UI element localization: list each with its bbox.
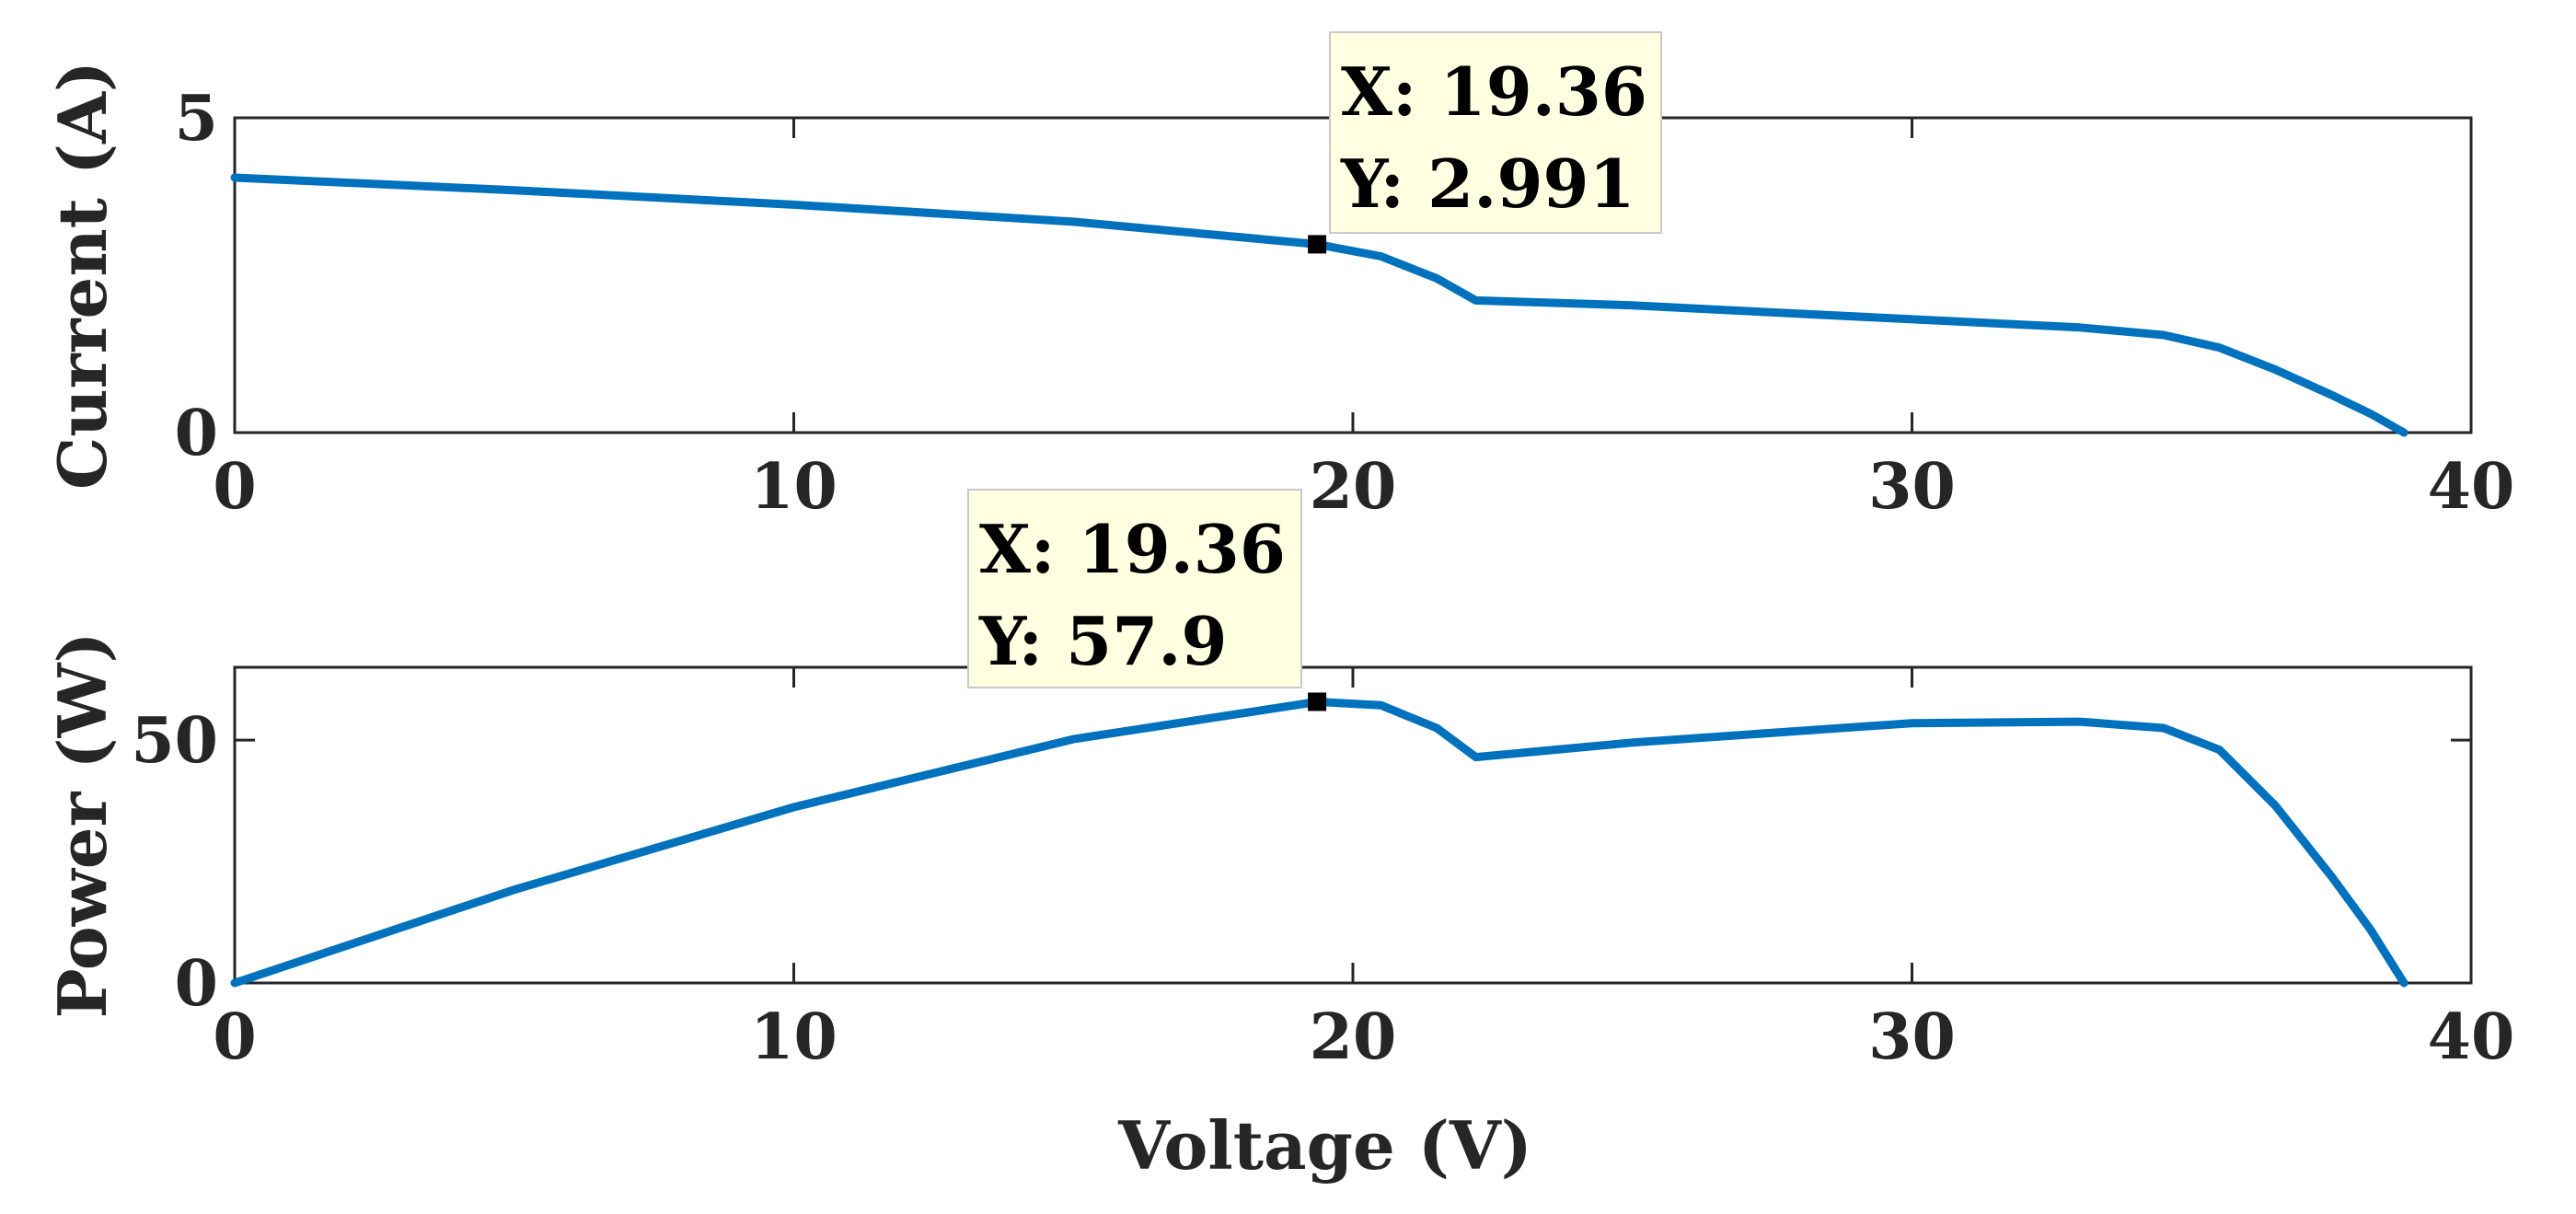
datatip-x-label: X: 19.36 (979, 510, 1286, 588)
datatip-box[interactable] (1329, 31, 1662, 234)
y-axis-label: Current (A) (43, 61, 121, 490)
x-tick-label: 20 (1310, 1000, 1397, 1074)
x-tick-label: 40 (2428, 450, 2515, 524)
series-line (230, 173, 2409, 437)
x-tick-label: 30 (1868, 1000, 1956, 1074)
datatip-x-label: X: 19.36 (1341, 52, 1647, 131)
series-line (230, 698, 2409, 988)
x-tick-label: 10 (750, 450, 837, 524)
datatip-y-label: Y: 2.991 (1340, 145, 1635, 223)
y-tick-label: 5 (175, 82, 218, 156)
x-tick-label: 0 (213, 450, 256, 524)
x-tick-label: 30 (1868, 450, 1956, 524)
datatip-y-label: Y: 57.9 (978, 602, 1228, 680)
y-tick-label: 0 (175, 947, 218, 1021)
axis-frame (233, 665, 2473, 985)
y-tick-label: 0 (175, 397, 218, 470)
datatip-marker[interactable] (1308, 235, 1327, 254)
x-tick-label: 20 (1310, 450, 1397, 524)
datatip-marker[interactable] (1308, 692, 1327, 711)
y-tick-label: 50 (131, 704, 218, 778)
x-tick-label: 10 (750, 1000, 837, 1074)
current-plot: 0 10 20 30 40 0 5 Current (A) X: 19.36 Y: 2.991 (43, 31, 2515, 524)
y-axis-label: Power (W) (43, 631, 121, 1018)
x-tick-label: 40 (2428, 1000, 2515, 1074)
datatip-box[interactable] (967, 489, 1302, 688)
x-axis-label: Voltage (V) (1117, 1106, 1532, 1185)
x-tick-label: 0 (213, 1000, 256, 1074)
